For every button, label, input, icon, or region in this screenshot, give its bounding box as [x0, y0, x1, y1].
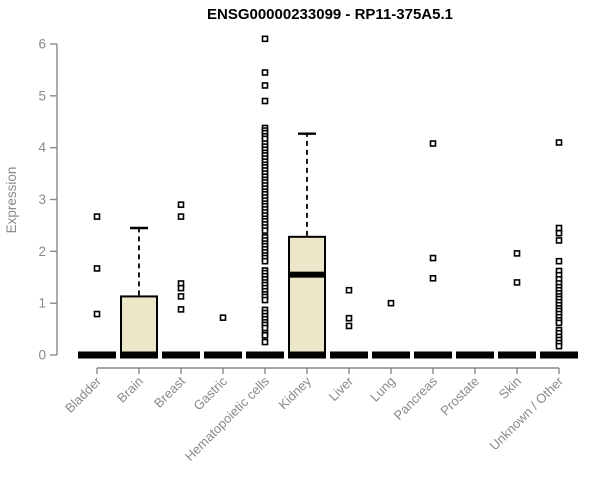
- outlier-point: [93, 310, 101, 318]
- box-zero-bar: [78, 351, 116, 359]
- outlier-point: [261, 97, 269, 105]
- y-axis-tick-label: 3: [38, 192, 46, 207]
- y-axis-tick-label: 2: [38, 244, 46, 259]
- box-zero-bar: [120, 351, 158, 359]
- box-zero-bar: [162, 351, 200, 359]
- outlier-point: [177, 284, 185, 292]
- box-zero-bar: [414, 351, 452, 359]
- x-axis-category-label: Brain: [114, 374, 146, 406]
- outlier-point: [261, 227, 269, 234]
- outlier-point: [429, 274, 437, 282]
- chart-title: ENSG00000233099 - RP11-375A5.1: [206, 6, 453, 23]
- outlier-point: [555, 342, 563, 350]
- outlier-point: [387, 299, 395, 307]
- box-zero-bar: [246, 351, 284, 359]
- x-axis-category-label: Pancreas: [391, 373, 441, 423]
- outlier-point: [345, 322, 353, 330]
- outlier-point: [555, 229, 563, 237]
- x-axis-category-label: Prostate: [437, 374, 482, 419]
- outlier-point: [261, 35, 269, 43]
- outlier-point: [177, 306, 185, 313]
- box-zero-bar: [456, 351, 494, 359]
- box-zero-bar: [498, 351, 536, 359]
- x-axis-category-label: Unknown / Other: [487, 373, 567, 453]
- outlier-point: [555, 139, 563, 146]
- box-zero-bar: [372, 351, 410, 359]
- outlier-point: [261, 324, 269, 332]
- outlier-point: [93, 265, 101, 272]
- outlier-point: [345, 314, 353, 322]
- outlier-point: [555, 237, 563, 244]
- x-axis-category-label: Kidney: [275, 373, 314, 412]
- outlier-point: [261, 338, 269, 346]
- x-axis-category-label: Lung: [367, 374, 398, 405]
- outlier-point: [261, 296, 269, 304]
- outlier-point: [429, 140, 437, 147]
- y-axis-tick-label: 4: [38, 140, 46, 155]
- x-axis-category-label: Bladder: [62, 373, 105, 416]
- outlier-point: [513, 250, 521, 257]
- x-axis-category-label: Breast: [151, 373, 188, 410]
- outlier-point: [261, 82, 269, 89]
- box-body: [120, 295, 158, 357]
- outlier-point: [177, 213, 185, 220]
- outlier-point: [555, 319, 563, 327]
- outlier-point: [555, 224, 563, 232]
- box-body: [288, 235, 326, 357]
- y-axis-tick-label: 1: [38, 296, 46, 311]
- box-zero-bar: [204, 351, 242, 359]
- median-line: [289, 271, 325, 278]
- outlier-point: [177, 293, 185, 300]
- outlier-point: [93, 213, 101, 220]
- x-axis-category-label: Liver: [326, 373, 357, 404]
- outlier-point: [261, 69, 269, 76]
- outlier-point: [513, 279, 521, 286]
- x-axis-category-label: Skin: [496, 374, 524, 402]
- box-zero-bar: [540, 351, 578, 359]
- outlier-point: [555, 257, 563, 265]
- outlier-point: [429, 254, 437, 262]
- x-axis-category-label: Gastric: [190, 373, 230, 413]
- y-axis-tick-label: 5: [38, 88, 46, 103]
- outlier-point: [219, 314, 227, 321]
- y-axis-tick-label: 0: [38, 348, 46, 363]
- outlier-point: [261, 257, 269, 265]
- box-zero-bar: [330, 351, 368, 359]
- outlier-point: [345, 286, 353, 294]
- y-axis-tick-label: 6: [38, 37, 46, 52]
- outlier-point: [177, 201, 185, 208]
- outlier-point: [261, 332, 269, 339]
- box-zero-bar: [288, 351, 326, 359]
